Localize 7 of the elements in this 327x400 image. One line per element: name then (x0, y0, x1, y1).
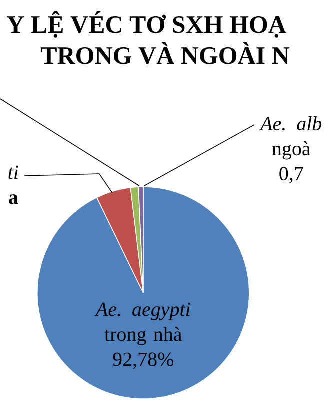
chart-subtitle: TRONG VÀ NGOÀI N (40, 42, 290, 64)
slice-label: ti a (8, 166, 18, 204)
slice-label: Ae. aegypti trong nhà (94, 302, 190, 346)
chart-title: Y LỆ VÉC TƠ SXH HOẠ (6, 11, 286, 38)
data-label: 0,7 (279, 167, 304, 184)
slice-label: Ae. alb ngoà (259, 116, 322, 160)
data-label: 92,78% (113, 352, 174, 370)
